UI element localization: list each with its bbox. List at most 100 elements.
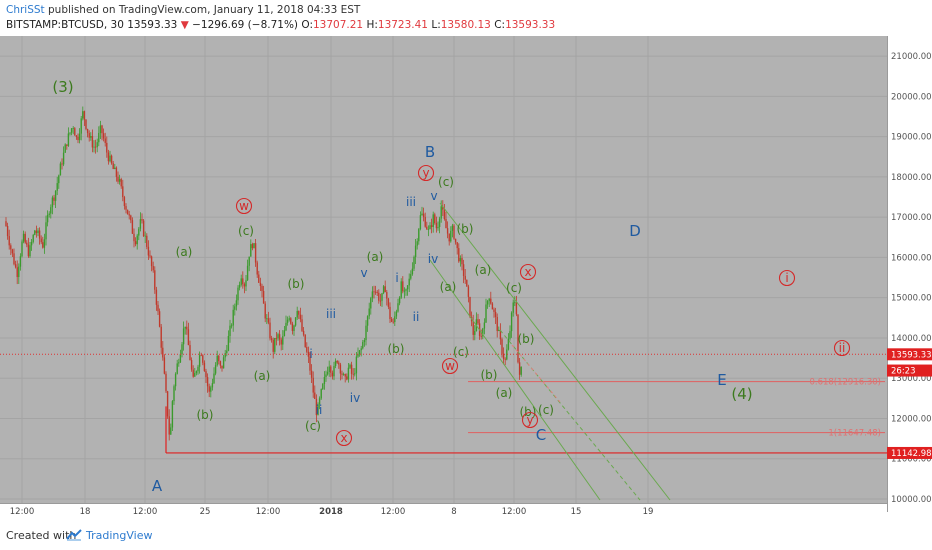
candle-body [518,362,521,375]
candle-body [206,377,209,387]
candle-body [67,133,70,146]
candle-body [435,223,438,229]
candle-body [326,371,329,375]
candle-body [384,286,386,293]
wave-label: i [785,271,788,285]
candle-body [77,136,79,141]
wave-label: (b) [197,408,214,422]
candle-body [451,225,454,231]
candle-body [317,404,319,416]
candle-body [8,236,10,246]
candle-body [189,345,191,361]
candle-body [382,286,385,294]
channel-line [429,259,601,501]
candle-body [480,336,482,337]
candle-body [118,179,121,182]
fib-level-label: 1(11647.48) [828,429,881,439]
candle-body [109,155,111,162]
candle-body [226,350,228,354]
wave-label: (a) [475,263,492,277]
candle-body [136,235,138,245]
candle-body [240,278,242,285]
candle-body [381,293,383,301]
tradingview-link[interactable]: TradingView [86,529,153,542]
wave-label: (c) [438,175,454,189]
candle-body [488,298,490,302]
candle-body [402,281,404,292]
candle-body [27,244,30,257]
candle-body [450,230,452,242]
candle-body [389,306,391,320]
candle-body [493,309,495,312]
price-tick-label: 19000.00 [891,133,932,143]
candle-body [110,155,113,164]
candle-body [339,364,342,374]
candle-body [280,339,282,345]
candle-body [130,215,132,221]
candle-body [214,365,217,374]
candle-body [346,376,348,380]
candle-body [442,206,444,210]
candle-body [248,256,250,266]
wave-label: (b) [481,368,498,382]
candle-body [429,225,431,229]
candle-body [192,369,194,377]
candle-body [387,298,390,307]
candle-body [74,128,76,136]
candle-body [320,389,322,399]
candle-body [120,179,122,187]
price-tick-label: 20000.00 [891,92,932,102]
price-tick-label: 21000.00 [891,52,932,62]
time-tick-label: 8 [451,507,456,517]
candle-body [51,197,54,208]
candle-body [112,163,114,169]
wave-label: (c) [506,281,522,295]
wave-label: x [524,265,531,279]
candle-body [350,364,353,374]
candle-body [277,334,279,339]
wave-label: (b) [388,342,405,356]
candle-body [144,235,146,237]
price-axis[interactable] [887,36,932,512]
candle-body [232,309,234,326]
candle-body [358,350,361,355]
wave-label-circle [417,164,435,182]
wave-label: (c) [238,224,254,238]
candle-body [123,197,126,207]
candle-body [459,258,462,262]
candle-body [250,244,252,257]
candle-body [182,328,185,345]
wave-label: iii [326,307,336,321]
candle-body [37,230,39,233]
wave-label: w [239,199,249,213]
candle-body [98,132,100,143]
wave-label: (c) [538,403,554,417]
wave-label: y [422,166,429,180]
candle-body [102,133,105,139]
symbol-info: BITSTAMP:BTCUSD, 30 13593.33 ▼ −1296.69 … [6,19,555,31]
candle-body [278,334,281,340]
wave-label: i [395,271,398,285]
time-axis[interactable] [0,503,887,518]
close-label: C: [494,19,506,31]
candle-body [434,214,436,224]
candle-body [11,249,14,254]
candle-body [507,338,510,350]
candle-body [355,356,358,374]
candle-body [46,214,49,223]
candle-body [24,233,26,243]
candle-body [69,132,71,134]
symbol-name: BITSTAMP:BTCUSD, 30 [6,19,124,31]
candle-body [427,228,430,230]
candle-body [61,163,63,165]
author-link[interactable]: ChriSSt [6,4,45,16]
candle-body [35,230,38,233]
candle-body [408,278,410,286]
candle-body [349,364,351,368]
candle-body [66,144,68,146]
candle-body [107,152,110,162]
candle-body [306,346,308,352]
candle-body [58,175,60,184]
candle-body [83,111,86,120]
publish-text: published on TradingView.com, January 11… [48,4,361,16]
